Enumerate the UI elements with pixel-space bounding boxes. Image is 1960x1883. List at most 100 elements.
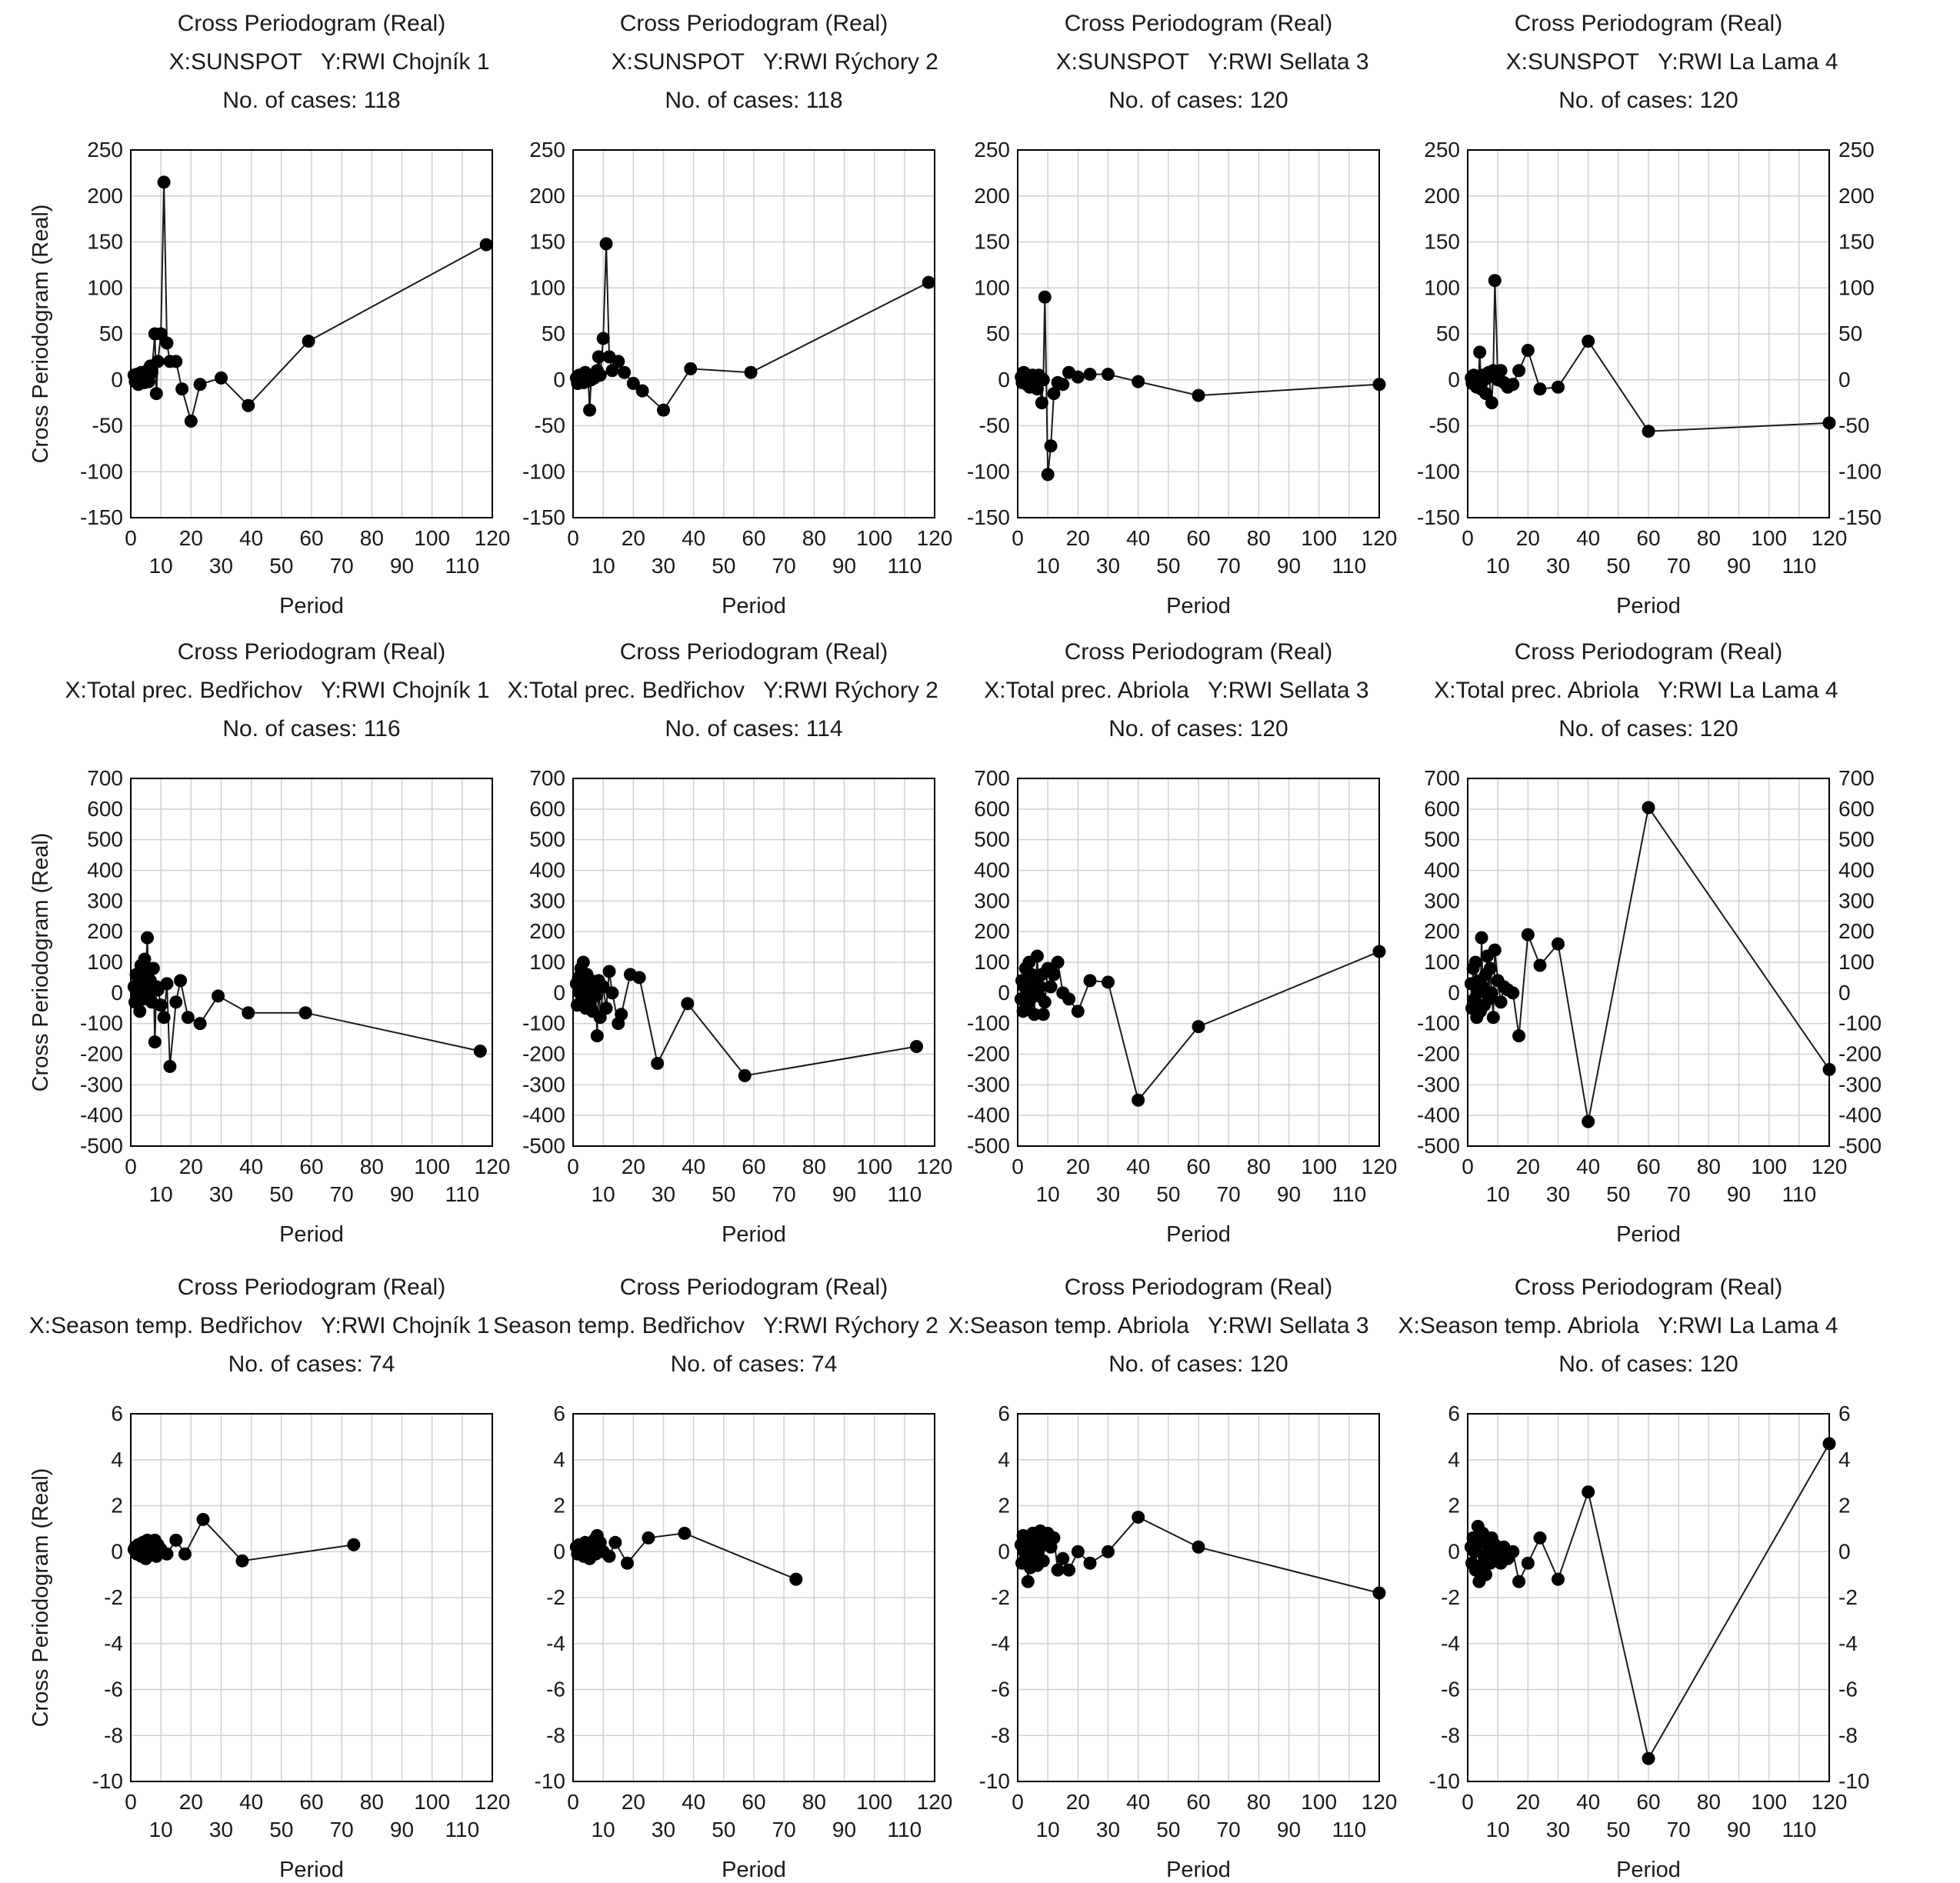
x-tick-label: 30: [1096, 1818, 1120, 1841]
x-tick-label: 60: [1636, 1790, 1660, 1814]
x-tick-label: 50: [712, 1818, 735, 1841]
x-tick-label: 40: [1576, 526, 1600, 550]
y-tick-label: 400: [974, 858, 1010, 882]
chart-title: Cross Periodogram (Real): [620, 1275, 888, 1300]
y-tick-label: 100: [87, 275, 123, 299]
data-point: [1582, 1115, 1595, 1128]
y-tick-label-right: -10: [1838, 1769, 1869, 1793]
x-tick-label: 120: [917, 526, 953, 550]
data-point: [1036, 1008, 1050, 1021]
chart-panel-9: Cross Periodogram (Real) X:Season temp. B…: [28, 1275, 510, 1882]
x-tick-label: 60: [299, 1155, 323, 1178]
chart-panel-8: Cross Periodogram (Real) X:Total prec. Ab…: [1417, 639, 1882, 1247]
x-tick-label: 110: [1782, 1182, 1817, 1206]
data-point: [608, 1535, 622, 1549]
data-point: [1047, 968, 1061, 981]
x-tick-label: 30: [209, 1182, 233, 1206]
data-point: [1552, 380, 1565, 394]
y-tick-label: 2: [553, 1494, 565, 1518]
y-tick-label: 100: [974, 950, 1010, 974]
data-point: [1047, 387, 1061, 401]
y-tick-label: -500: [80, 1134, 123, 1158]
cases-count: No. of cases: 118: [665, 88, 842, 113]
x-tick-label: 20: [1516, 1790, 1540, 1814]
x-tick-label: 0: [125, 1155, 137, 1178]
data-point: [588, 989, 602, 1003]
x-tick-label: 30: [1546, 554, 1570, 578]
x-tick-label: 20: [179, 1155, 203, 1178]
y-tick-label: 0: [111, 1539, 123, 1563]
gridlines: [1468, 150, 1829, 518]
x-tick-label: 110: [888, 1182, 922, 1206]
series-line: [133, 938, 481, 1067]
x-tick-label: 10: [149, 554, 173, 578]
data-point: [1028, 1008, 1042, 1021]
x-tick-label: 90: [390, 1818, 414, 1841]
y-tick-label: -200: [967, 1042, 1010, 1066]
x-tick-label: 90: [1727, 554, 1751, 578]
x-tick-label: 60: [299, 1790, 323, 1814]
x-tick-label: 120: [1362, 526, 1398, 550]
chart-title: Cross Periodogram (Real): [1515, 639, 1782, 665]
x-tick-label: 70: [1667, 1818, 1691, 1841]
chart-title: Cross Periodogram (Real): [178, 639, 445, 665]
y-variable-label: Y:RWI Rýchory 2: [763, 678, 938, 703]
y-tick-label: -100: [1417, 459, 1460, 483]
data-point: [148, 1035, 162, 1049]
y-tick-label: -2: [546, 1585, 565, 1609]
data-point: [1041, 468, 1055, 482]
data-point: [602, 1549, 616, 1563]
x-tick-label: 0: [1012, 526, 1024, 550]
y-tick-label-right: -6: [1838, 1678, 1858, 1701]
y-tick-label: 100: [87, 950, 123, 974]
data-point: [169, 995, 183, 1009]
chart-panel-2: Cross Periodogram (Real) X:SUNSPOT Y:RWI R…: [522, 11, 952, 618]
chart-panel-12: Cross Periodogram (Real) X:Season temp. A…: [1398, 1275, 1869, 1882]
y-tick-label-right: 2: [1838, 1494, 1851, 1518]
y-tick-label: -150: [967, 505, 1010, 529]
y-tick-label: -10: [535, 1769, 565, 1793]
x-tick-label: 40: [239, 526, 263, 550]
data-point: [1132, 1510, 1145, 1524]
data-point: [212, 989, 225, 1003]
x-tick-label: 40: [239, 1155, 263, 1178]
x-tick-label: 100: [1301, 526, 1337, 550]
y-tick-label: 400: [529, 858, 565, 882]
data-point: [1488, 943, 1502, 957]
data-point: [599, 237, 613, 251]
y-tick-label: 6: [111, 1401, 123, 1425]
y-tick-label-right: 200: [1838, 919, 1875, 943]
chart-title: Cross Periodogram (Real): [1515, 1275, 1782, 1300]
x-tick-label: 40: [682, 1790, 705, 1814]
y-tick-label: -50: [535, 414, 565, 438]
gridlines: [1468, 1414, 1829, 1781]
data-point: [163, 1059, 177, 1073]
y-tick-label: 6: [1448, 1401, 1460, 1425]
data-point: [1192, 1020, 1205, 1034]
x-tick-label: 60: [299, 526, 323, 550]
plot-frame: [130, 778, 493, 1147]
x-tick-label: 30: [652, 1818, 675, 1841]
y-variable-label: Y:RWI La Lama 4: [1658, 1313, 1838, 1338]
y-tick-label-right: 6: [1838, 1401, 1851, 1425]
x-tick-label: 60: [742, 1155, 765, 1178]
y-tick-label: 200: [87, 184, 123, 208]
data-point: [1552, 1572, 1565, 1586]
x-variable-label: X:SUNSPOT: [612, 49, 745, 75]
x-tick-label: 0: [567, 1155, 579, 1178]
data-point: [1083, 974, 1097, 988]
data-point: [1521, 928, 1535, 942]
x-tick-label: 70: [1217, 1818, 1241, 1841]
gridlines: [131, 778, 492, 1146]
data-point: [145, 365, 158, 379]
y-variable-label: Y:RWI La Lama 4: [1658, 678, 1838, 703]
x-tick-label: 0: [1462, 1155, 1474, 1178]
y-tick-label: -150: [80, 505, 123, 529]
x-tick-label: 100: [1301, 1155, 1337, 1178]
cases-count: No. of cases: 74: [228, 1351, 395, 1377]
data-point: [196, 1512, 210, 1526]
x-tick-label: 120: [1362, 1790, 1398, 1814]
chart-title: Cross Periodogram (Real): [1065, 1275, 1332, 1300]
y-tick-label: 700: [87, 766, 123, 790]
